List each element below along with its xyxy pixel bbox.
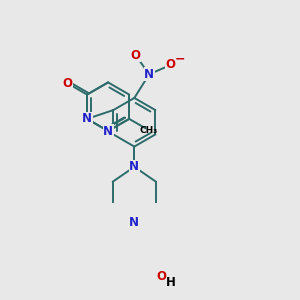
Text: O: O (166, 58, 176, 71)
Text: O: O (156, 270, 167, 284)
Text: N: N (144, 68, 154, 81)
Text: O: O (131, 49, 141, 62)
Text: N: N (82, 112, 92, 125)
Text: CH₃: CH₃ (140, 125, 158, 134)
Text: O: O (62, 76, 72, 90)
Text: N: N (129, 216, 139, 229)
Text: H: H (166, 276, 176, 289)
Text: N: N (129, 160, 139, 173)
Text: −: − (175, 53, 185, 66)
Text: N: N (103, 124, 113, 137)
